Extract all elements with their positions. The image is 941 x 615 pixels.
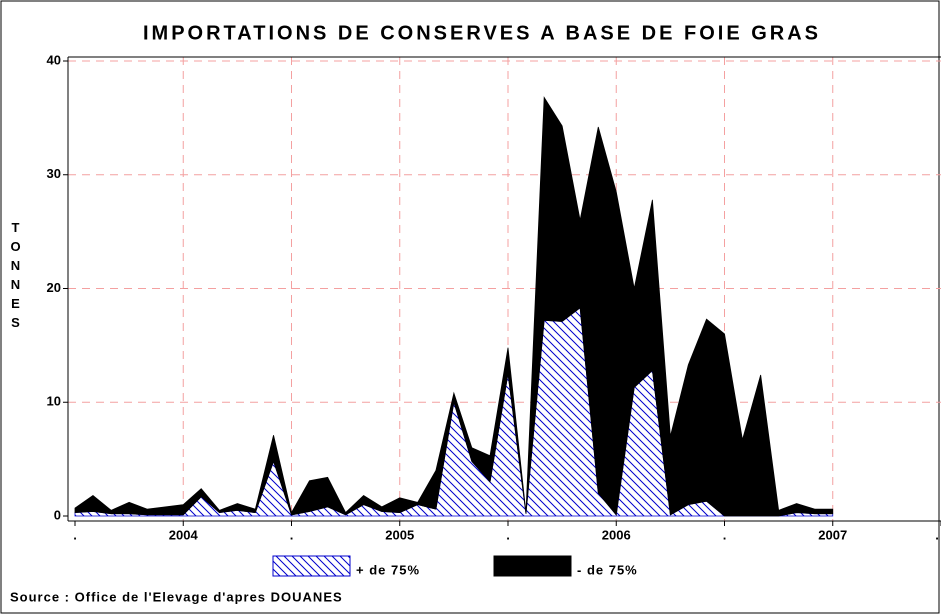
- y-tick-label: 40: [47, 52, 61, 67]
- x-tick-label: .: [73, 527, 77, 542]
- legend-label: + de 75%: [356, 562, 420, 577]
- y-tick-label: 10: [47, 394, 61, 409]
- y-tick-label: 30: [47, 166, 61, 181]
- x-tick-label: .: [290, 527, 294, 542]
- x-tick-label: .: [723, 527, 727, 542]
- legend-swatch: [493, 555, 572, 577]
- chart-title: IMPORTATIONS DE CONSERVES A BASE DE FOIE…: [143, 22, 821, 44]
- y-axis-label: TONNES: [8, 220, 23, 334]
- x-tick-label: 2006: [602, 527, 631, 542]
- x-tick-label: 2007: [818, 527, 847, 542]
- y-tick-label: 0: [54, 507, 61, 522]
- area: [74, 96, 834, 517]
- legend-label: - de 75%: [577, 562, 638, 577]
- source: Source : Office de l'Elevage d'apres DOU…: [10, 589, 343, 604]
- legend-swatch: [272, 555, 351, 577]
- x-tick-label: 2004: [169, 527, 199, 542]
- x-tick-label: .: [935, 527, 939, 542]
- y-tick-label: 20: [47, 280, 61, 295]
- x-tick-label: .: [506, 527, 510, 542]
- x-tick-label: 2005: [385, 527, 414, 542]
